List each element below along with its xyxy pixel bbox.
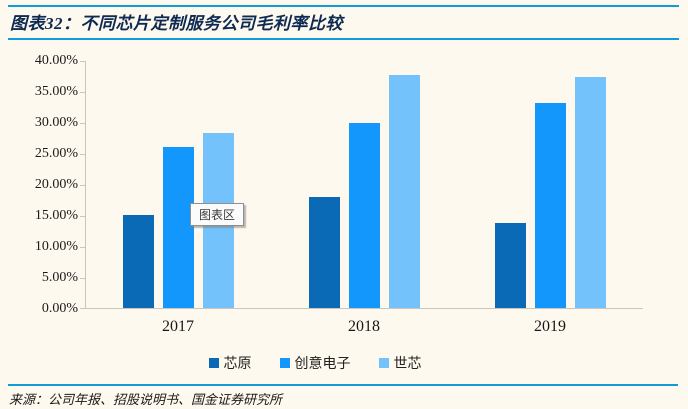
chart-area-tooltip: 图表区 (190, 203, 244, 226)
y-axis-tick (80, 216, 86, 217)
legend-label: 世芯 (393, 355, 422, 371)
legend-item-创意电子[interactable]: 创意电子 (279, 353, 351, 373)
y-axis-tick-label: 20.00% (34, 177, 78, 192)
y-axis-tick (80, 154, 86, 155)
x-axis-label-2017: 2017 (162, 318, 194, 335)
title-divider (8, 38, 679, 40)
top-divider (8, 5, 679, 7)
y-axis-tick (80, 92, 86, 93)
legend-swatch-icon (279, 358, 290, 368)
x-axis-label-2019: 2019 (534, 318, 566, 335)
legend-swatch-icon (378, 358, 389, 368)
legend-label: 芯原 (223, 355, 252, 371)
y-axis-tick (80, 247, 86, 248)
y-axis-tick-label: 35.00% (34, 84, 78, 99)
y-axis-tick (80, 185, 86, 186)
y-axis-tick (80, 61, 86, 62)
legend-swatch-icon (208, 358, 219, 368)
y-axis-tick (80, 123, 86, 124)
tooltip-label: 图表区 (198, 208, 235, 222)
bar-芯原-2018[interactable] (309, 196, 340, 308)
y-axis-tick-label: 40.00% (34, 53, 78, 68)
bar-芯原-2017[interactable] (123, 214, 155, 308)
bar-group-2017 (86, 61, 272, 308)
x-axis-labels: 2017 2018 2019 (85, 318, 643, 336)
legend-label: 创意电子 (294, 355, 351, 371)
bar-创意电子-2017[interactable] (163, 147, 195, 308)
y-axis-tick-label: 10.00% (34, 239, 78, 254)
y-axis-tick-label: 0.00% (41, 301, 78, 316)
bar-世芯-2018[interactable] (389, 74, 420, 308)
y-axis-tick-label: 25.00% (34, 146, 78, 161)
x-axis-label-2018: 2018 (348, 318, 380, 335)
plot-area[interactable] (80, 61, 643, 309)
bar-group-2019 (457, 61, 643, 308)
legend-item-世芯[interactable]: 世芯 (378, 353, 422, 373)
y-axis-tick-label: 15.00% (34, 208, 78, 223)
chart-legend: 芯原 创意电子 世芯 (0, 353, 630, 373)
y-axis-tick (80, 308, 86, 309)
source-note: 来源：公司年报、招股说明书、国金证券研究所 (9, 392, 283, 407)
bar-group-2018 (272, 61, 458, 308)
footer-divider (8, 384, 678, 386)
chart-title: 图表32：不同芯片定制服务公司毛利率比较 (10, 14, 343, 33)
y-axis-tick (80, 278, 86, 279)
y-axis-tick-label: 30.00% (34, 115, 78, 130)
bar-创意电子-2019[interactable] (534, 103, 566, 308)
bar-芯原-2019[interactable] (494, 223, 526, 308)
bar-创意电子-2018[interactable] (349, 123, 380, 308)
bar-世芯-2019[interactable] (574, 77, 606, 308)
bar-groups (86, 61, 643, 308)
legend-item-芯原[interactable]: 芯原 (208, 353, 252, 373)
y-axis-tick-label: 5.00% (41, 270, 78, 285)
